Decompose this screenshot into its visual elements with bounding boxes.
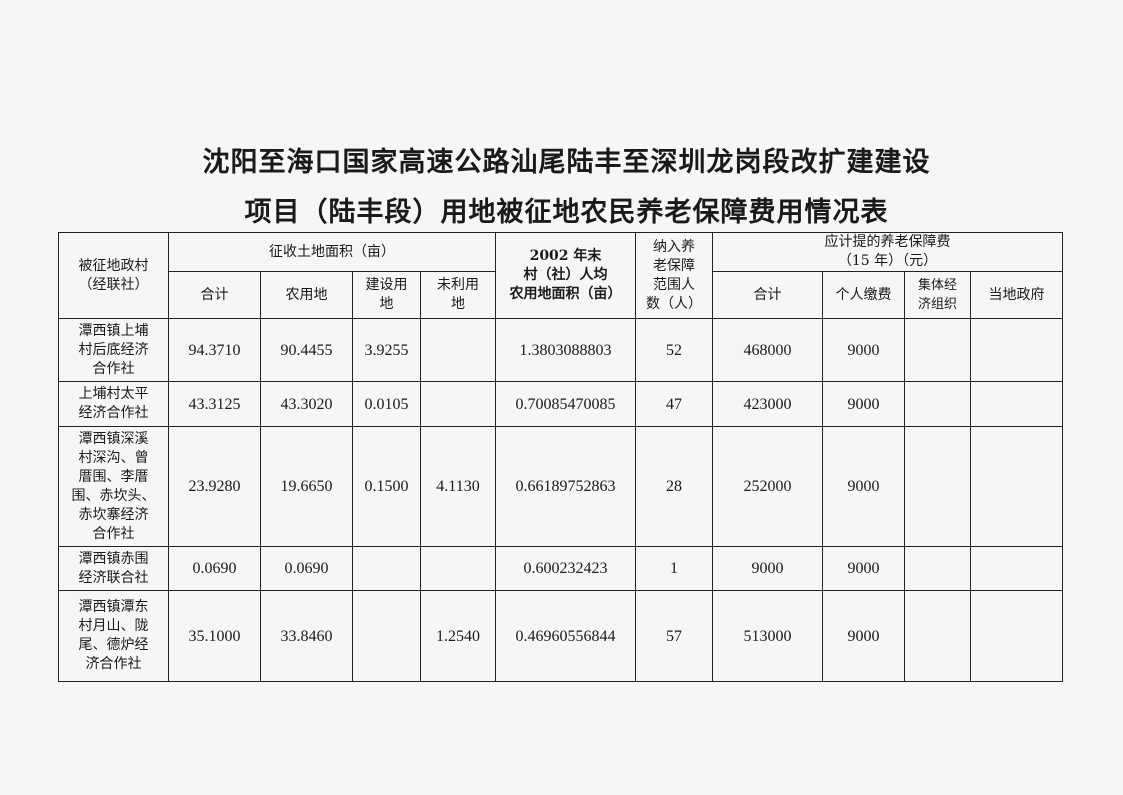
cell-government [970, 546, 1063, 591]
cell-farmland: 19.6650 [260, 426, 353, 547]
cell-land-total: 43.3125 [168, 381, 261, 427]
cell-government [970, 426, 1063, 547]
cell-village: 上埔村太平 经济合作社 [58, 381, 169, 427]
cell-persons: 47 [635, 381, 713, 427]
header-per-capita: 2002 年末 村（社）人均 农用地面积（亩） [495, 232, 636, 319]
cell-collective [904, 590, 971, 682]
cell-personal: 9000 [822, 546, 905, 591]
table-row: 上埔村太平 经济合作社 43.3125 43.3020 0.0105 0.7008547… [58, 381, 1063, 427]
header-persons: 纳入养 老保障 范围人 数（人） [635, 232, 713, 319]
cell-land-total: 35.1000 [168, 590, 261, 682]
cell-government [970, 381, 1063, 427]
header-fee-total: 合计 [712, 271, 823, 319]
cell-persons: 28 [635, 426, 713, 547]
table-row: 潭西镇潭东 村月山、陇 尾、德炉经 济合作社 35.1000 33.8460 1.25… [58, 590, 1063, 682]
cell-per-capita: 0.70085470085 [495, 381, 636, 427]
cell-farmland: 90.4455 [260, 318, 353, 382]
cell-construction: 3.9255 [352, 318, 421, 382]
cell-unused: 4.1130 [420, 426, 496, 547]
table-row: 潭西镇赤围 经济联合社 0.0690 0.0690 0.600232423 1 9000 9… [58, 546, 1063, 591]
table-row: 潭西镇上埔 村后底经济 合作社 94.3710 90.4455 3.9255 1.380… [58, 318, 1063, 382]
document-title-line1: 沈阳至海口国家高速公路汕尾陆丰至深圳龙岗段改扩建建设 [202, 147, 931, 178]
cell-fee-total: 423000 [712, 381, 823, 427]
cell-collective [904, 381, 971, 427]
cell-farmland: 43.3020 [260, 381, 353, 427]
table-row: 潭西镇深溪 村深沟、曾 厝围、李厝 围、赤坎头、 赤坎寨经济 合作社 23.928… [58, 426, 1063, 547]
cell-personal: 9000 [822, 426, 905, 547]
header-construction: 建设用 地 [352, 271, 421, 319]
header-collective: 集体经 济组织 [904, 271, 971, 319]
cell-personal: 9000 [822, 381, 905, 427]
cell-construction: 0.0105 [352, 381, 421, 427]
cell-government [970, 590, 1063, 682]
header-village: 被征地政村 （经联社） [58, 232, 169, 319]
header-unused: 未利用 地 [420, 271, 496, 319]
header-land-total: 合计 [168, 271, 261, 319]
cell-per-capita: 0.600232423 [495, 546, 636, 591]
cell-village: 潭西镇潭东 村月山、陇 尾、德炉经 济合作社 [58, 590, 169, 682]
header-land-area: 征收土地面积（亩） [168, 232, 496, 272]
cell-construction [352, 590, 421, 682]
cell-per-capita: 0.66189752863 [495, 426, 636, 547]
cell-personal: 9000 [822, 318, 905, 382]
cell-land-total: 23.9280 [168, 426, 261, 547]
cell-collective [904, 318, 971, 382]
cell-construction: 0.1500 [352, 426, 421, 547]
cell-village: 潭西镇上埔 村后底经济 合作社 [58, 318, 169, 382]
cell-village: 潭西镇赤围 经济联合社 [58, 546, 169, 591]
cell-village: 潭西镇深溪 村深沟、曾 厝围、李厝 围、赤坎头、 赤坎寨经济 合作社 [58, 426, 169, 547]
cell-persons: 52 [635, 318, 713, 382]
cell-unused: 1.2540 [420, 590, 496, 682]
cell-fee-total: 9000 [712, 546, 823, 591]
header-personal: 个人缴费 [822, 271, 905, 319]
header-government: 当地政府 [970, 271, 1063, 319]
cell-collective [904, 546, 971, 591]
cell-farmland: 0.0690 [260, 546, 353, 591]
cell-construction [352, 546, 421, 591]
cell-fee-total: 513000 [712, 590, 823, 682]
header-fee: 应计提的养老保障费 （15 年）（元） [712, 232, 1063, 272]
document-title-line2: 项目（陆丰段）用地被征地农民养老保障费用情况表 [244, 197, 889, 228]
cell-personal: 9000 [822, 590, 905, 682]
cell-persons: 1 [635, 546, 713, 591]
cell-fee-total: 252000 [712, 426, 823, 547]
pension-fee-table: 被征地政村 （经联社） 征收土地面积（亩） 2002 年末 村（社）人均 农用地… [58, 232, 1063, 682]
cell-per-capita: 1.3803088803 [495, 318, 636, 382]
cell-fee-total: 468000 [712, 318, 823, 382]
cell-farmland: 33.8460 [260, 590, 353, 682]
cell-land-total: 0.0690 [168, 546, 261, 591]
cell-unused [420, 318, 496, 382]
cell-land-total: 94.3710 [168, 318, 261, 382]
cell-government [970, 318, 1063, 382]
cell-persons: 57 [635, 590, 713, 682]
cell-unused [420, 381, 496, 427]
cell-per-capita: 0.46960556844 [495, 590, 636, 682]
header-farmland: 农用地 [260, 271, 353, 319]
cell-unused [420, 546, 496, 591]
cell-collective [904, 426, 971, 547]
